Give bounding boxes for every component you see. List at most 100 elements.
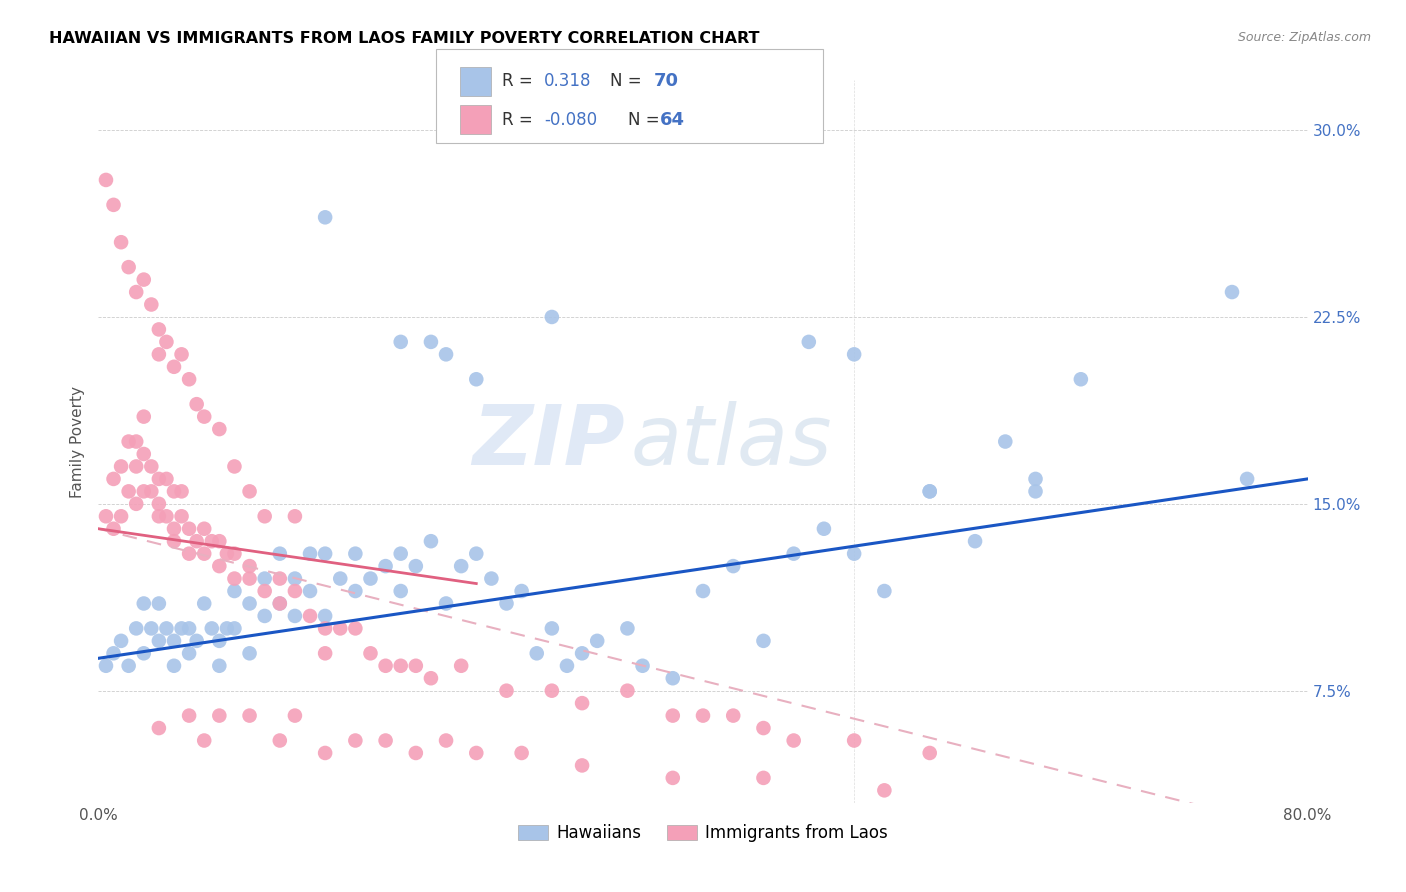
Point bbox=[918, 746, 941, 760]
Point bbox=[314, 621, 336, 635]
Point bbox=[208, 534, 231, 549]
Point bbox=[103, 646, 125, 660]
Point bbox=[224, 584, 246, 599]
Point bbox=[148, 497, 170, 511]
Point bbox=[163, 522, 186, 536]
Point bbox=[186, 633, 208, 648]
Point bbox=[314, 646, 336, 660]
Point bbox=[125, 497, 148, 511]
Point bbox=[110, 235, 132, 250]
Text: N =: N = bbox=[610, 72, 641, 90]
Point bbox=[434, 597, 457, 611]
Point bbox=[329, 621, 352, 635]
Point bbox=[692, 584, 714, 599]
Point bbox=[360, 646, 382, 660]
Point bbox=[526, 646, 548, 660]
Point bbox=[314, 547, 336, 561]
Point bbox=[170, 484, 193, 499]
Point bbox=[141, 484, 163, 499]
Point bbox=[239, 559, 262, 574]
Point bbox=[103, 472, 125, 486]
Point bbox=[208, 633, 231, 648]
Point bbox=[170, 509, 193, 524]
Point bbox=[752, 771, 775, 785]
Point bbox=[269, 547, 291, 561]
Text: N =: N = bbox=[628, 111, 659, 128]
Point bbox=[269, 597, 291, 611]
Point bbox=[510, 584, 533, 599]
Point bbox=[239, 708, 262, 723]
Point bbox=[125, 434, 148, 449]
Point bbox=[125, 459, 148, 474]
Point bbox=[844, 733, 866, 747]
Point bbox=[844, 547, 866, 561]
Point bbox=[540, 683, 562, 698]
Point bbox=[155, 472, 177, 486]
Point bbox=[132, 272, 155, 286]
Point bbox=[571, 758, 593, 772]
Point bbox=[179, 621, 201, 635]
Point bbox=[495, 597, 517, 611]
Point bbox=[405, 559, 427, 574]
Point bbox=[201, 534, 224, 549]
Point bbox=[141, 621, 163, 635]
Point bbox=[163, 658, 186, 673]
Point bbox=[540, 621, 562, 635]
Point bbox=[224, 459, 246, 474]
Point bbox=[1024, 472, 1046, 486]
Text: 64: 64 bbox=[659, 111, 685, 128]
Point bbox=[148, 597, 170, 611]
Point bbox=[186, 397, 208, 411]
Text: Source: ZipAtlas.com: Source: ZipAtlas.com bbox=[1237, 31, 1371, 45]
Point bbox=[661, 708, 683, 723]
Point bbox=[918, 484, 941, 499]
Point bbox=[405, 746, 427, 760]
Point bbox=[148, 721, 170, 735]
Point bbox=[208, 708, 231, 723]
Point bbox=[179, 522, 201, 536]
Point bbox=[434, 347, 457, 361]
Legend: Hawaiians, Immigrants from Laos: Hawaiians, Immigrants from Laos bbox=[512, 817, 894, 848]
Point bbox=[170, 347, 193, 361]
Point bbox=[420, 671, 443, 685]
Point bbox=[193, 733, 215, 747]
Point bbox=[661, 671, 683, 685]
Point bbox=[873, 584, 896, 599]
Point bbox=[239, 597, 262, 611]
Point bbox=[495, 683, 517, 698]
Point bbox=[420, 534, 443, 549]
Point bbox=[586, 633, 609, 648]
Point bbox=[224, 547, 246, 561]
Point bbox=[193, 547, 215, 561]
Point bbox=[141, 297, 163, 311]
Point bbox=[918, 484, 941, 499]
Point bbox=[193, 597, 215, 611]
Point bbox=[94, 509, 117, 524]
Point bbox=[465, 746, 488, 760]
Point bbox=[132, 484, 155, 499]
Point bbox=[797, 334, 820, 349]
Point bbox=[1070, 372, 1092, 386]
Point bbox=[481, 572, 503, 586]
Point bbox=[110, 509, 132, 524]
Point bbox=[118, 434, 141, 449]
Point bbox=[314, 211, 336, 225]
Text: R =: R = bbox=[502, 72, 538, 90]
Point bbox=[148, 633, 170, 648]
Point bbox=[103, 198, 125, 212]
Point bbox=[510, 746, 533, 760]
Point bbox=[148, 472, 170, 486]
Point bbox=[344, 547, 367, 561]
Point bbox=[723, 559, 745, 574]
Point bbox=[540, 310, 562, 324]
Point bbox=[94, 658, 117, 673]
Point bbox=[179, 547, 201, 561]
Point bbox=[148, 322, 170, 336]
Text: ZIP: ZIP bbox=[472, 401, 624, 482]
Point bbox=[420, 334, 443, 349]
Point bbox=[118, 658, 141, 673]
Point bbox=[571, 696, 593, 710]
Point bbox=[132, 597, 155, 611]
Point bbox=[434, 733, 457, 747]
Point bbox=[125, 621, 148, 635]
